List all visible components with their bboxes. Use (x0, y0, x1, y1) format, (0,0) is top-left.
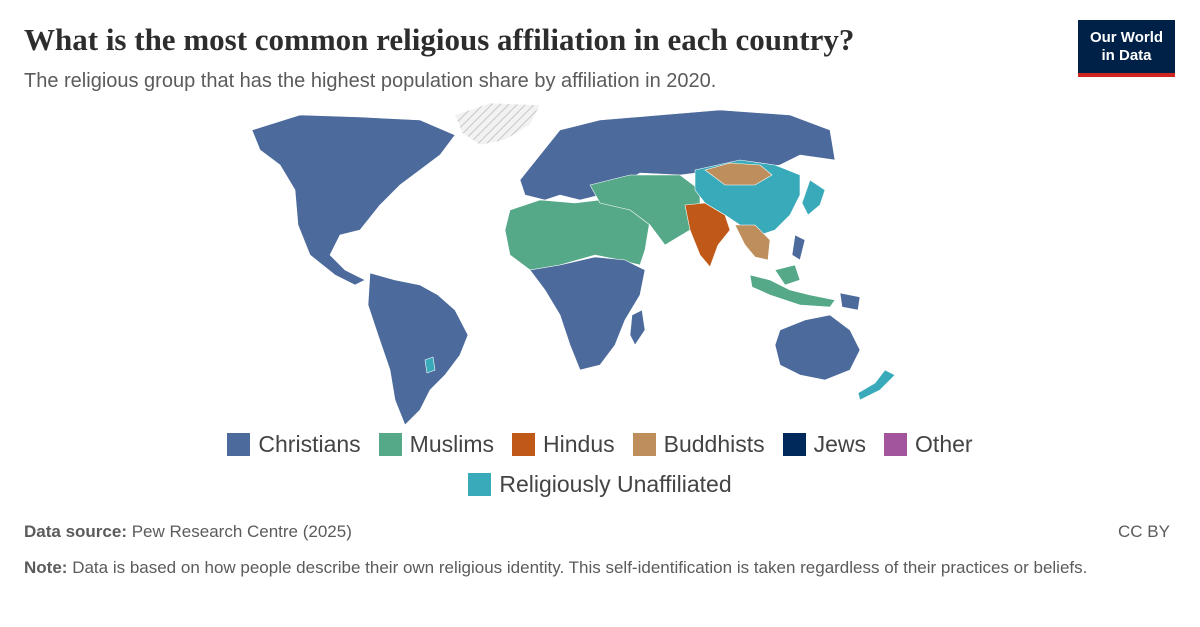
legend-item[interactable]: Other (884, 430, 973, 457)
legend-item[interactable]: Religiously Unaffiliated (468, 470, 732, 497)
subtitle: The religious group that has the highest… (24, 70, 717, 92)
legend-label: Religiously Unaffiliated (499, 470, 732, 497)
legend: Christians Muslims Hindus Buddhists Jews Othe… (185, 430, 1015, 497)
logo-line: Our World (1089, 29, 1164, 46)
legend-swatch (884, 432, 908, 456)
country-region (857, 369, 896, 401)
country-region (774, 264, 801, 286)
legend-label: Buddhists (663, 430, 765, 457)
country-region (791, 234, 806, 261)
legend-swatch (782, 432, 806, 456)
source: Data source: Pew Research Centre (2025) (24, 522, 352, 542)
legend-item[interactable]: Buddhists (632, 430, 765, 457)
country-region (801, 179, 826, 216)
legend-label: Christians (258, 430, 361, 457)
country-region (629, 309, 646, 346)
legend-swatch (378, 432, 402, 456)
license[interactable]: CC BY (1118, 522, 1170, 541)
legend-label: Hindus (543, 430, 615, 457)
note: Note: Data is based on how people descri… (24, 556, 1164, 580)
logo-line: in Data (1101, 47, 1152, 64)
country-region (774, 314, 861, 381)
legend-swatch (468, 472, 492, 496)
country-region (734, 224, 771, 261)
legend-swatch (512, 432, 536, 456)
logo[interactable]: Our World in Data (1078, 20, 1175, 77)
legend-item[interactable]: Christians (227, 430, 361, 457)
country-region (251, 114, 456, 286)
note-label: Note: (24, 558, 68, 577)
source-label: Data source: (24, 522, 127, 541)
greenland (454, 102, 541, 146)
country-region (504, 199, 651, 271)
legend-item[interactable]: Hindus (512, 430, 615, 457)
legend-swatch (227, 432, 251, 456)
country-region (749, 274, 836, 308)
legend-label: Muslims (409, 430, 495, 457)
legend-label: Jews (813, 430, 867, 457)
country-region (424, 356, 436, 374)
legend-label: Other (915, 430, 973, 457)
note-text: Data is based on how people describe the… (72, 558, 1088, 577)
country-region (839, 292, 861, 311)
source-text: Pew Research Centre (2025) (131, 522, 352, 541)
country-region (704, 162, 773, 186)
title: What is the most common religious affili… (24, 22, 855, 57)
country-region (519, 109, 836, 201)
country-region (367, 272, 469, 425)
country-region (529, 256, 646, 371)
world-map (251, 102, 896, 425)
legend-item[interactable]: Muslims (378, 430, 495, 457)
legend-item[interactable]: Jews (782, 430, 867, 457)
legend-swatch (632, 432, 656, 456)
